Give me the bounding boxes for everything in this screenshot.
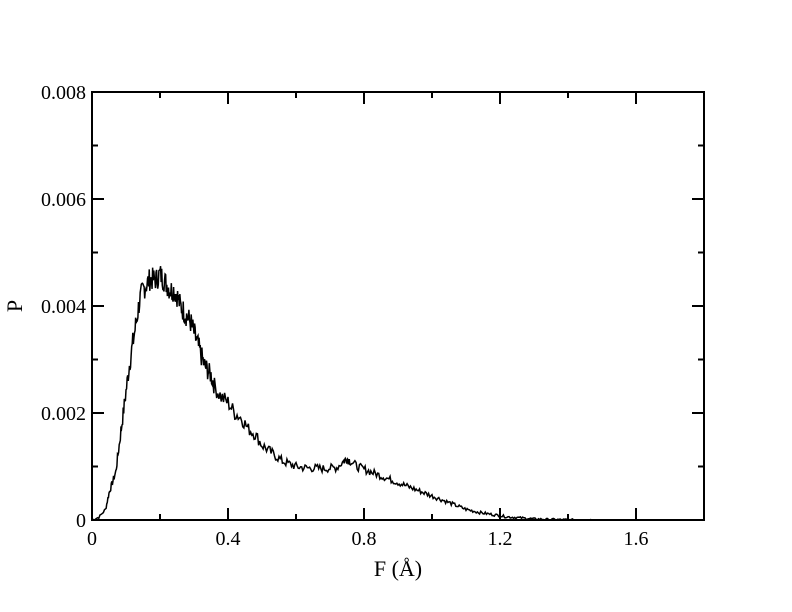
x-tick-label: 0 [87,528,97,550]
x-tick-label: 0.4 [216,528,241,550]
series-line [91,265,603,521]
axis-tick-labels: 0 0.4 0.8 1.2 1.6 0 0.002 0.004 0.006 0.008 [41,82,649,550]
y-tick-label: 0 [76,510,86,532]
y-tick-label: 0.002 [41,403,86,425]
x-tick-label: 0.8 [352,528,377,550]
y-tick-label: 0.004 [41,296,86,318]
x-tick-label: 1.6 [624,528,649,550]
y-tick-label: 0.008 [41,82,86,104]
x-tick-label: 1.2 [488,528,513,550]
y-tick-label: 0.006 [41,189,86,211]
y-axis-label: P [2,300,27,312]
axis-ticks [91,91,705,521]
x-axis-label: F (Å) [374,556,422,581]
